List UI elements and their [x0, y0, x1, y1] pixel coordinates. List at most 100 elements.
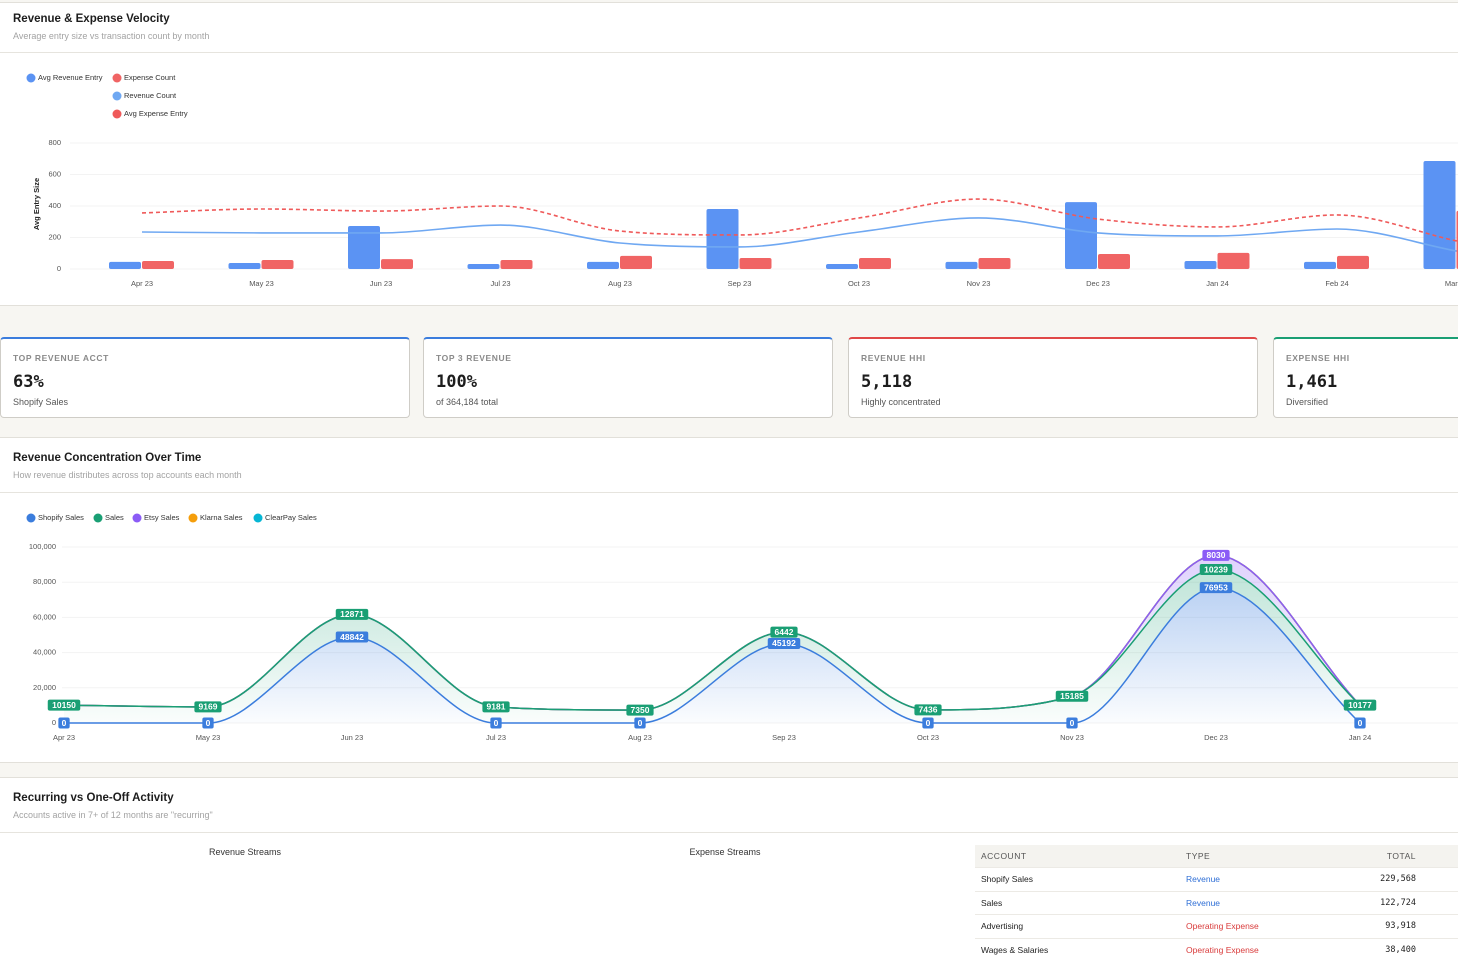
bar: [945, 261, 978, 269]
line: [141, 217, 1457, 252]
data-label: 0: [638, 718, 643, 728]
legend-label: ClearPay Sales: [265, 513, 317, 522]
legend-swatch: [132, 513, 142, 523]
bar: [1098, 254, 1130, 269]
data-label-bg: [335, 608, 369, 620]
table-cell: 93,918: [1385, 921, 1416, 931]
data-label-bg: [626, 704, 654, 716]
table-cell: Wages & Salaries: [981, 944, 1049, 955]
data-label-bg: [58, 717, 70, 729]
table-header: ACCOUNT TYPE TOTAL: [975, 845, 1458, 868]
column-header: ACCOUNT: [981, 851, 1027, 861]
table-cell: Advertising: [981, 921, 1024, 931]
panel-subtitle: How revenue distributes across top accou…: [13, 470, 242, 480]
data-label: 45192: [772, 638, 796, 648]
data-label: 15185: [1060, 691, 1084, 701]
accounts-table: ACCOUNT TYPE TOTAL Shopify Sales Revenue 229,…: [975, 845, 1458, 956]
bar: [467, 263, 500, 269]
y-tick-label: 0: [52, 718, 56, 727]
kpi-label: TOP REVENUE ACCT: [13, 353, 109, 363]
bar: [109, 261, 141, 269]
y-tick-label: 60,000: [33, 612, 56, 621]
kpi-value: 63%: [13, 372, 44, 392]
y-tick-label: 100,000: [29, 542, 56, 551]
data-label: 8030: [1207, 550, 1226, 560]
legend-swatch: [112, 109, 122, 119]
data-label-bg: [482, 701, 510, 713]
concentration-chart: 0 20,000 40,000 60,000 80,000 100,000 Apr 23 Ma…: [26, 513, 1458, 742]
table-cell: Revenue: [1186, 874, 1221, 884]
table-cell: Shopify Sales: [981, 874, 1033, 884]
bar: [826, 263, 858, 269]
data-label: 0: [62, 718, 67, 728]
bar: [978, 257, 1011, 269]
legend-swatch: [112, 91, 122, 101]
data-label: 7350: [631, 705, 650, 715]
x-tick-label: Mar 24: [1445, 279, 1458, 288]
x-tick-label: Apr 23: [131, 279, 153, 288]
x-tick-label: Feb 24: [1325, 279, 1348, 288]
legend-label: Klarna Sales: [200, 513, 243, 522]
velocity-panel: Revenue & Expense Velocity Average entry…: [0, 2, 1458, 306]
recurring-panel: Recurring vs One-Off Activity Accounts a…: [0, 777, 1458, 956]
line: [63, 568, 1361, 711]
legend-label: Sales: [105, 513, 124, 522]
bar: [228, 263, 261, 269]
bar: [348, 226, 380, 269]
bar: [706, 208, 739, 269]
x-tick-label: May 23: [249, 279, 274, 288]
kpi-card: TOP REVENUE ACCT 63% Shopify Sales: [0, 337, 410, 418]
data-label-bg: [202, 717, 214, 729]
table-cell: 38,400: [1385, 944, 1416, 955]
y-axis-label: Avg Entry Size: [32, 178, 41, 230]
table-cell: Sales: [981, 897, 1003, 908]
bar: [142, 260, 174, 269]
y-tick-label: 80,000: [33, 577, 56, 586]
data-label: 76953: [1204, 582, 1228, 592]
data-label: 48842: [340, 632, 364, 642]
data-label-bg: [47, 699, 81, 711]
y-tick-label: 800: [48, 138, 61, 147]
x-tick-label: Sep 23: [772, 733, 796, 742]
bar: [587, 261, 619, 269]
column-header: TOTAL: [1386, 851, 1416, 861]
kpi-sub: of 364,184 total: [436, 397, 499, 407]
x-tick-label: Oct 23: [917, 733, 939, 742]
panel-title: Revenue Concentration Over Time: [13, 452, 202, 464]
bar: [500, 260, 533, 269]
x-tick-label: Jan 24: [1206, 279, 1229, 288]
data-label: 6442: [775, 627, 794, 637]
legend-swatch: [93, 513, 103, 523]
data-label: 0: [1070, 718, 1075, 728]
data-label: 12871: [340, 609, 364, 619]
y-tick-label: 600: [48, 169, 61, 178]
data-label-bg: [1199, 564, 1233, 576]
data-label: 0: [494, 718, 499, 728]
kpi-card: REVENUE HHI 5,118 Highly concentrated: [848, 337, 1258, 418]
panel-title: Recurring vs One-Off Activity: [13, 792, 174, 804]
data-label-bg: [767, 637, 801, 649]
data-label-bg: [1343, 699, 1377, 711]
table-row: Shopify Sales Revenue 229,568: [975, 868, 1458, 892]
panel-header: Revenue Concentration Over Time How reve…: [0, 438, 1458, 493]
data-label: 10150: [52, 700, 76, 710]
section-heading: Expense Streams: [689, 847, 761, 857]
kpi-card: EXPENSE HHI 1,461 Diversified: [1273, 337, 1458, 418]
data-label-bg: [634, 717, 646, 729]
data-label: 0: [206, 718, 211, 728]
legend-label: Etsy Sales: [144, 513, 180, 522]
kpi-value: 5,118: [861, 372, 913, 392]
kpi-label: REVENUE HHI: [861, 353, 926, 363]
x-tick-label: Dec 23: [1204, 733, 1228, 742]
y-tick-label: 20,000: [33, 683, 56, 692]
legend-swatch: [26, 73, 36, 83]
data-label-bg: [1354, 717, 1366, 729]
area: [64, 587, 1360, 723]
x-tick-label: Dec 23: [1086, 279, 1110, 288]
bar: [1184, 260, 1217, 269]
legend-swatch: [188, 513, 198, 523]
bar: [620, 255, 652, 269]
bar: [1304, 261, 1336, 269]
bar: [739, 257, 772, 269]
